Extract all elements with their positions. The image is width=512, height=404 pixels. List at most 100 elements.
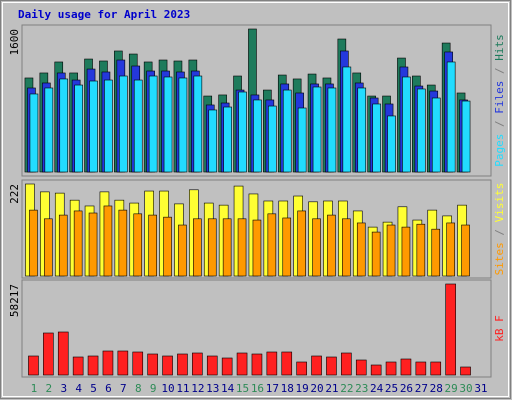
bar — [355, 359, 367, 376]
x-tick-label: 27 — [415, 382, 428, 395]
x-tick-label: 23 — [355, 382, 368, 395]
bar — [28, 355, 39, 376]
frame-inner — [2, 2, 509, 397]
bar — [372, 103, 381, 173]
bar — [133, 79, 143, 173]
bar — [387, 115, 396, 173]
legend-entry: Visits — [493, 183, 506, 223]
x-tick-label: 18 — [281, 382, 294, 395]
bar — [342, 218, 351, 277]
x-tick-label: 1 — [31, 382, 38, 395]
bar — [446, 61, 456, 173]
x-tick-label: 2 — [46, 382, 53, 395]
bar — [57, 331, 69, 376]
x-tick-label: 7 — [120, 382, 127, 395]
bar — [207, 218, 217, 277]
bar — [59, 78, 69, 173]
bar — [401, 226, 411, 277]
bar — [402, 76, 411, 173]
chart-title: Daily usage for April 2023 — [18, 8, 190, 21]
bar — [327, 214, 336, 277]
legend-separator: / — [493, 222, 506, 242]
bar — [297, 210, 306, 277]
bar — [297, 107, 307, 173]
x-tick-label: 6 — [105, 382, 112, 395]
bar — [104, 79, 113, 173]
bar — [445, 283, 456, 376]
legend-entry: Sites — [493, 242, 506, 275]
bar — [58, 214, 68, 277]
bar — [223, 106, 232, 173]
bar — [238, 91, 247, 173]
bar — [282, 217, 292, 277]
bar — [178, 77, 188, 173]
x-tick-label: 26 — [400, 382, 413, 395]
bar — [296, 361, 307, 376]
bar — [341, 352, 352, 376]
bar — [370, 364, 382, 376]
bar — [147, 353, 158, 376]
bar — [461, 224, 470, 277]
bar — [103, 205, 113, 277]
bar — [117, 350, 129, 376]
bar — [326, 356, 337, 376]
bar — [178, 224, 187, 277]
x-tick-label: 21 — [325, 382, 338, 395]
bar — [327, 87, 337, 173]
legend-entry: Files — [493, 81, 506, 114]
bar — [192, 352, 203, 376]
bar — [342, 66, 352, 173]
bar — [312, 218, 321, 277]
bar — [266, 351, 278, 376]
x-tick-label: 28 — [430, 382, 443, 395]
legend: Pages / Files / Hits — [493, 34, 506, 167]
x-tick-label: 3 — [60, 382, 67, 395]
bar — [461, 100, 471, 173]
bar — [312, 86, 322, 173]
x-tick-label: 30 — [459, 382, 472, 395]
legend-separator: / — [493, 61, 506, 81]
bar — [132, 351, 144, 376]
bar — [311, 355, 322, 376]
bar — [357, 87, 367, 173]
bar — [237, 218, 247, 277]
x-tick-label: 25 — [385, 382, 398, 395]
legend: kB F — [493, 315, 506, 342]
bar — [268, 105, 277, 173]
bar — [400, 358, 412, 376]
bar — [133, 213, 143, 277]
x-tick-label: 20 — [310, 382, 323, 395]
bar — [431, 228, 441, 277]
x-tick-label: 15 — [236, 382, 249, 395]
bar — [281, 351, 293, 376]
bar — [371, 231, 381, 277]
bar — [267, 213, 277, 277]
bar — [282, 89, 292, 173]
legend-entry: Hits — [493, 34, 506, 61]
bar — [356, 222, 366, 277]
y-tick-label: 1600 — [8, 29, 21, 56]
legend: Sites / Visits — [493, 183, 506, 276]
bar — [416, 223, 426, 277]
bar — [163, 216, 172, 277]
bar — [221, 357, 233, 376]
bar — [430, 361, 442, 376]
x-tick-label: 5 — [90, 382, 97, 395]
x-tick-label: 9 — [150, 382, 157, 395]
bar — [44, 218, 53, 277]
bar — [253, 99, 262, 173]
y-tick-label: 58217 — [8, 284, 21, 317]
x-tick-label: 14 — [221, 382, 235, 395]
x-tick-label: 29 — [445, 382, 458, 395]
bar — [431, 97, 441, 173]
bar — [118, 209, 128, 277]
y-tick-label: 222 — [8, 184, 21, 204]
x-tick-label: 16 — [251, 382, 264, 395]
bar — [222, 218, 232, 277]
x-tick-label: 19 — [296, 382, 309, 395]
bar — [162, 355, 173, 376]
x-tick-label: 31 — [474, 382, 487, 395]
bar — [88, 212, 98, 277]
